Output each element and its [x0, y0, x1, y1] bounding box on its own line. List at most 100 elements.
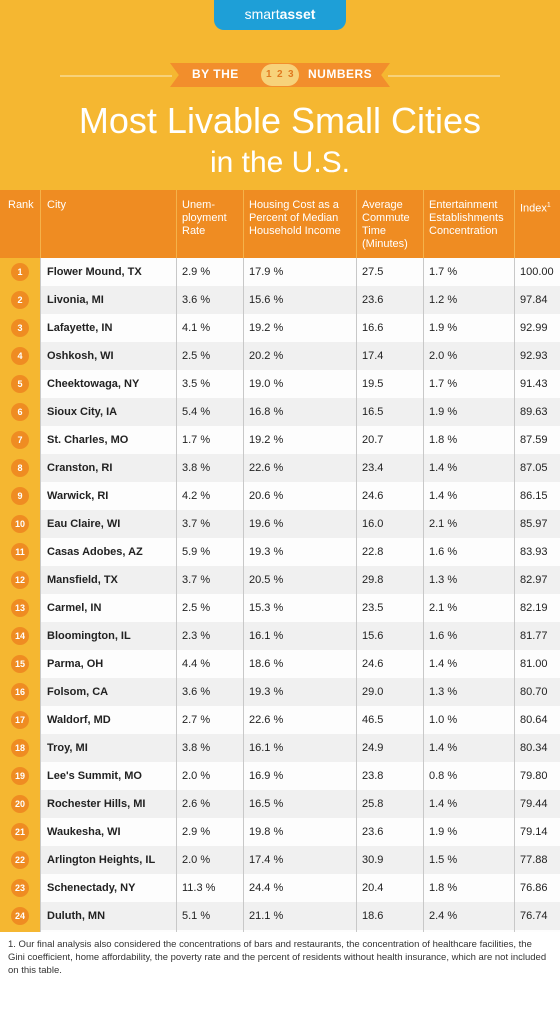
housing-cell: 16.9 %	[249, 770, 284, 782]
commute-cell: 16.6	[362, 322, 384, 334]
table-row: 22 Arlington Heights, IL 2.0 % 17.4 % 30.9 1.…	[0, 846, 560, 874]
entertainment-cell: 1.4 %	[429, 742, 458, 754]
commute-cell: 30.9	[362, 854, 384, 866]
rank-badge: 9	[11, 487, 29, 505]
city-cell: Rochester Hills, MI	[47, 798, 146, 810]
column-divider	[423, 762, 424, 790]
column-divider	[40, 902, 41, 930]
rank-badge: 1	[11, 263, 29, 281]
table-row: 17 Waldorf, MD 2.7 % 22.6 % 46.5 1.0 % 80.64	[0, 706, 560, 734]
header-unemployment: Unem- ployment Rate	[182, 199, 227, 237]
header-index-label: Index	[520, 202, 547, 215]
housing-cell: 19.3 %	[249, 546, 284, 558]
column-divider	[514, 370, 515, 398]
column-divider	[243, 314, 244, 342]
rank-cell: 22	[0, 846, 40, 874]
rank-badge: 13	[11, 599, 29, 617]
city-cell: Eau Claire, WI	[47, 518, 121, 530]
rank-badge: 14	[11, 627, 29, 645]
rank-cell: 7	[0, 426, 40, 454]
commute-cell: 24.9	[362, 742, 384, 754]
column-divider	[243, 426, 244, 454]
unemployment-cell: 4.1 %	[182, 322, 211, 334]
table-row: 15 Parma, OH 4.4 % 18.6 % 24.6 1.4 % 81.00	[0, 650, 560, 678]
column-divider	[423, 454, 424, 482]
rank-cell: 4	[0, 342, 40, 370]
index-cell: 77.88	[520, 854, 548, 866]
rank-cell: 3	[0, 314, 40, 342]
commute-cell: 19.5	[362, 378, 384, 390]
footnote-area: 1. Our final analysis also considered th…	[0, 932, 560, 1024]
rank-badge: 24	[11, 907, 29, 925]
rank-cell: 17	[0, 706, 40, 734]
footnote-text: 1. Our final analysis also considered th…	[8, 939, 547, 976]
column-divider	[514, 790, 515, 818]
index-cell: 81.00	[520, 658, 548, 670]
column-divider	[40, 874, 41, 902]
cities-table: Rank City Unem- ployment Rate Housing Co…	[0, 190, 560, 958]
commute-cell: 18.6	[362, 910, 384, 922]
column-divider	[176, 790, 177, 818]
rank-badge: 8	[11, 459, 29, 477]
entertainment-cell: 1.8 %	[429, 882, 458, 894]
unemployment-cell: 2.5 %	[182, 350, 211, 362]
entertainment-cell: 1.5 %	[429, 854, 458, 866]
commute-cell: 23.6	[362, 294, 384, 306]
index-cell: 91.43	[520, 378, 548, 390]
column-divider	[423, 622, 424, 650]
rank-badge: 11	[11, 543, 29, 561]
commute-cell: 22.8	[362, 546, 384, 558]
column-divider	[514, 342, 515, 370]
column-divider	[423, 286, 424, 314]
table-row: 7 St. Charles, MO 1.7 % 19.2 % 20.7 1.8 % 87.5…	[0, 426, 560, 454]
unemployment-cell: 3.8 %	[182, 742, 211, 754]
table-row: 11 Casas Adobes, AZ 5.9 % 19.3 % 22.8 1.6 % 83…	[0, 538, 560, 566]
entertainment-cell: 1.6 %	[429, 546, 458, 558]
column-divider	[176, 706, 177, 734]
housing-cell: 20.5 %	[249, 574, 284, 586]
column-divider	[40, 678, 41, 706]
page-title-line2: in the U.S.	[209, 146, 351, 179]
column-divider	[514, 650, 515, 678]
rank-badge: 22	[11, 851, 29, 869]
column-divider	[176, 762, 177, 790]
city-cell: Cheektowaga, NY	[47, 378, 140, 390]
column-divider	[243, 566, 244, 594]
city-cell: Folsom, CA	[47, 686, 109, 698]
housing-cell: 22.6 %	[249, 714, 284, 726]
column-divider	[356, 706, 357, 734]
rank-cell: 6	[0, 398, 40, 426]
city-cell: Casas Adobes, AZ	[47, 546, 143, 558]
column-divider	[176, 678, 177, 706]
column-divider	[514, 566, 515, 594]
column-divider	[40, 482, 41, 510]
rank-badge: 19	[11, 767, 29, 785]
column-divider	[243, 790, 244, 818]
index-cell: 80.64	[520, 714, 548, 726]
index-cell: 79.44	[520, 798, 548, 810]
rank-cell: 20	[0, 790, 40, 818]
commute-cell: 16.5	[362, 406, 384, 418]
column-divider	[176, 258, 177, 286]
rank-badge: 15	[11, 655, 29, 673]
city-cell: Waldorf, MD	[47, 714, 111, 726]
rank-cell: 19	[0, 762, 40, 790]
housing-cell: 17.4 %	[249, 854, 284, 866]
column-divider	[423, 678, 424, 706]
column-divider	[423, 818, 424, 846]
column-divider	[40, 762, 41, 790]
rank-cell: 10	[0, 510, 40, 538]
rank-badge: 17	[11, 711, 29, 729]
unemployment-cell: 2.7 %	[182, 714, 211, 726]
index-cell: 89.63	[520, 406, 548, 418]
entertainment-cell: 1.0 %	[429, 714, 458, 726]
entertainment-cell: 2.4 %	[429, 910, 458, 922]
index-cell: 82.19	[520, 602, 548, 614]
column-divider	[356, 314, 357, 342]
column-divider	[243, 258, 244, 286]
column-divider	[423, 790, 424, 818]
housing-cell: 18.6 %	[249, 658, 284, 670]
index-cell: 79.14	[520, 826, 548, 838]
header-index-sup: 1	[546, 202, 551, 209]
column-divider	[514, 286, 515, 314]
